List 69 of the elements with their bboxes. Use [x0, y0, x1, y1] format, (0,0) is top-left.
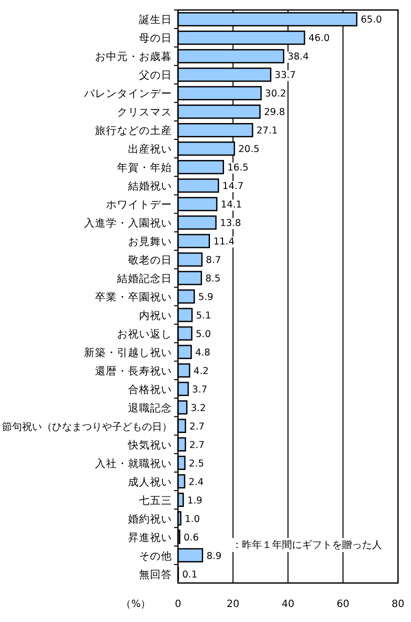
- y-tick-label: お祝い返し: [117, 327, 172, 340]
- y-tick-label: 快気祝い: [127, 438, 172, 452]
- y-tick-label: 七五三: [139, 494, 172, 507]
- y-tick-label: 卒業・卒園祝い: [95, 290, 172, 304]
- data-label: 8.5: [205, 274, 220, 285]
- y-tick-label: 節句祝い（ひなまつりや子どもの日）: [2, 420, 172, 433]
- data-label: 11.4: [213, 236, 235, 248]
- data-label: 27.1: [256, 126, 278, 137]
- y-tick-label: 内祝い: [139, 308, 172, 322]
- y-tick-label: 結婚祝い: [127, 180, 172, 193]
- y-tick-label: 父の日: [139, 70, 172, 82]
- y-tick-label: 入社・就職祝い: [95, 456, 172, 470]
- y-tick-label: 退職記念: [128, 401, 172, 414]
- y-tick-label: 婚約祝い: [128, 512, 172, 526]
- data-label: 5.0: [196, 328, 211, 340]
- y-tick-label: その他: [139, 550, 172, 562]
- data-label: 29.8: [264, 107, 286, 118]
- x-axis-title: （%）: [121, 599, 151, 610]
- data-label: 5.9: [198, 292, 214, 303]
- data-label: 3.7: [192, 384, 208, 396]
- data-label: 5.1: [196, 310, 212, 322]
- y-tick-label: 年賀・年始: [117, 162, 172, 174]
- x-tick-label: 20: [226, 599, 240, 610]
- y-tick-label: お中元・お歳暮: [95, 50, 172, 64]
- data-label: 2.5: [188, 458, 204, 470]
- data-label: 2.4: [188, 476, 204, 488]
- data-label: 33.7: [274, 70, 296, 82]
- data-label: 4.8: [195, 347, 210, 358]
- x-tick-label: 0: [174, 599, 182, 610]
- y-tick-label: 誕生日: [139, 13, 172, 26]
- data-label: 3.2: [190, 402, 206, 414]
- data-label: 1.0: [184, 514, 200, 525]
- data-label: 8.9: [206, 550, 222, 562]
- data-label: 1.9: [187, 495, 202, 506]
- data-label: 16.5: [227, 162, 249, 174]
- data-label: 2.7: [189, 421, 205, 432]
- y-tick-label: ホワイトデー: [106, 199, 172, 212]
- y-tick-label: 母の日: [139, 32, 172, 45]
- y-tick-label: 旅行などの土産: [95, 124, 172, 138]
- y-tick-label: 新築・引越し祝い: [84, 346, 172, 359]
- y-tick-label: 敬老の日: [128, 254, 172, 267]
- annotation: ：昨年１年間にギフトを贈った人: [232, 539, 382, 552]
- y-tick-label: 入進学・入園祝い: [84, 216, 172, 230]
- y-tick-label: 出産祝い: [128, 142, 172, 156]
- data-label: 8.7: [206, 255, 222, 266]
- data-label: 14.7: [222, 181, 244, 192]
- x-tick-label: 80: [392, 599, 404, 610]
- y-tick-label: クリスマス: [117, 106, 172, 119]
- data-label: 0.6: [184, 532, 199, 544]
- data-label: 46.0: [308, 33, 330, 44]
- y-tick-label: バレンタインデー: [83, 88, 172, 100]
- data-label: 14.1: [220, 200, 242, 211]
- data-label: 13.8: [220, 218, 242, 230]
- data-label: 20.5: [238, 144, 260, 156]
- x-tick-label: 60: [336, 599, 350, 610]
- data-label: 30.2: [265, 88, 286, 100]
- data-label: 4.2: [194, 366, 209, 377]
- y-tick-label: 還暦・長寿祝い: [95, 364, 172, 378]
- y-tick-label: 昇進祝い: [128, 530, 172, 544]
- y-tick-label: 成人祝い: [128, 475, 172, 488]
- x-tick-label: 40: [282, 599, 294, 610]
- data-label: 2.7: [189, 440, 205, 451]
- data-label: 38.4: [288, 52, 309, 63]
- y-tick-label: お見舞い: [128, 236, 172, 248]
- y-tick-label: 無回答: [139, 568, 172, 581]
- data-label: 0.1: [182, 569, 198, 580]
- data-label: 65.0: [360, 14, 382, 26]
- y-tick-label: 合格祝い: [128, 382, 172, 396]
- y-tick-label: 結婚記念日: [116, 272, 172, 286]
